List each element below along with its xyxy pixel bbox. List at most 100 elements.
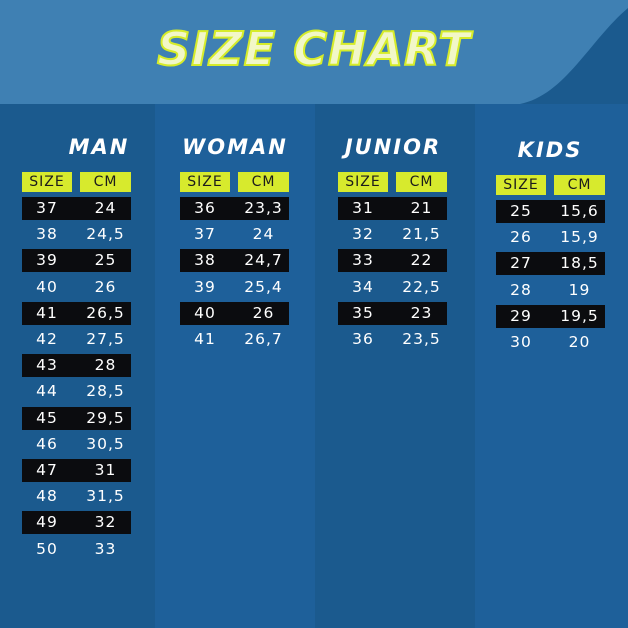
size-row: 44 28,5: [22, 380, 131, 403]
size-row: 45 29,5: [22, 406, 131, 430]
header-band: [0, 0, 628, 104]
size-header-badge: SIZE: [338, 172, 388, 192]
size-value: 41: [36, 303, 58, 322]
cm-value: 22: [410, 251, 433, 270]
size-value: 36: [194, 199, 216, 217]
size-row: 41 26,7: [180, 328, 289, 351]
size-row: 35 23: [338, 301, 447, 325]
cm-value: 26: [252, 303, 275, 322]
cm-value: 25,4: [244, 277, 283, 296]
size-row: 41 26,5: [22, 301, 131, 325]
size-row: 27 18,5: [496, 252, 605, 276]
size-row: 40 26: [180, 301, 289, 325]
size-row: 49 32: [22, 511, 131, 535]
column-title-woman: WOMAN: [182, 135, 288, 159]
size-row: 46 30,5: [22, 433, 131, 456]
size-row: 42 27,5: [22, 328, 131, 351]
cm-value: 31,5: [86, 487, 125, 506]
size-value: 29: [510, 306, 532, 325]
size-value: 44: [36, 382, 58, 401]
size-row: 34 22,5: [338, 276, 447, 299]
cm-value: 31: [94, 461, 117, 479]
size-row: 38 24,5: [22, 223, 131, 246]
size-row: 37 24: [180, 223, 289, 246]
cm-value: 24: [94, 199, 117, 217]
size-value: 45: [36, 408, 58, 427]
size-value: 47: [36, 461, 58, 479]
size-value: 30: [510, 333, 532, 351]
cm-value: 19,5: [560, 306, 599, 325]
cm-value: 23: [410, 303, 433, 322]
size-value: 32: [352, 225, 374, 244]
size-row: 39 25,4: [180, 276, 289, 299]
cm-header-badge: CM: [396, 172, 447, 192]
cm-value: 23,5: [402, 330, 441, 348]
size-value: 38: [194, 251, 216, 270]
size-value: 26: [510, 228, 532, 247]
size-row: 25 15,6: [496, 200, 605, 223]
size-row: 30 20: [496, 331, 605, 354]
size-value: 42: [36, 330, 58, 348]
size-row: 36 23,5: [338, 328, 447, 351]
size-value: 40: [36, 277, 58, 296]
size-row: 37 24: [22, 197, 131, 220]
cm-value: 29,5: [86, 408, 125, 427]
size-row: 32 21,5: [338, 223, 447, 246]
cm-value: 22,5: [402, 277, 441, 296]
cm-value: 28,5: [86, 382, 125, 401]
cm-value: 33: [94, 539, 117, 558]
cm-value: 19: [568, 280, 591, 299]
size-value: 38: [36, 225, 58, 244]
size-value: 40: [194, 303, 216, 322]
size-value: 27: [510, 254, 532, 273]
size-value: 48: [36, 487, 58, 506]
size-row: 28 19: [496, 279, 605, 302]
size-header-badge: SIZE: [496, 175, 546, 195]
size-row: 40 26: [22, 276, 131, 299]
size-value: 33: [352, 251, 374, 270]
column-title-junior: JUNIOR: [344, 135, 442, 159]
size-row: 29 19,5: [496, 304, 605, 328]
size-value: 34: [352, 277, 374, 296]
size-value: 31: [352, 199, 374, 217]
column-title-kids: KIDS: [517, 138, 583, 162]
size-value: 41: [194, 330, 216, 348]
cm-value: 18,5: [560, 254, 599, 273]
cm-header-badge: CM: [238, 172, 289, 192]
size-value: 46: [36, 434, 58, 453]
cm-header-badge: CM: [80, 172, 131, 192]
cm-value: 20: [568, 333, 591, 351]
size-row: 50 33: [22, 538, 131, 561]
size-header-badge: SIZE: [22, 172, 72, 192]
cm-value: 26,5: [86, 303, 125, 322]
cm-value: 23,3: [244, 199, 283, 217]
size-value: 39: [194, 277, 216, 296]
page-title: SIZE CHART: [156, 21, 471, 77]
size-value: 49: [36, 513, 58, 532]
size-value: 25: [510, 202, 532, 220]
cm-value: 21,5: [402, 225, 441, 244]
cm-value: 25: [94, 251, 117, 270]
size-row: 38 24,7: [180, 249, 289, 273]
size-row: 47 31: [22, 459, 131, 482]
column-bg-woman: [155, 104, 315, 628]
size-row: 43 28: [22, 354, 131, 378]
size-row: 36 23,3: [180, 197, 289, 220]
size-row: 39 25: [22, 249, 131, 273]
size-value: 43: [36, 356, 58, 375]
cm-value: 24: [252, 225, 275, 244]
cm-value: 24,7: [244, 251, 283, 270]
cm-value: 21: [410, 199, 433, 217]
cm-value: 24,5: [86, 225, 125, 244]
size-row: 26 15,9: [496, 226, 605, 249]
cm-value: 30,5: [86, 434, 125, 453]
cm-value: 28: [94, 356, 117, 375]
size-value: 37: [36, 199, 58, 217]
size-value: 50: [36, 539, 58, 558]
size-value: 36: [352, 330, 374, 348]
cm-value: 26: [94, 277, 117, 296]
cm-value: 26,7: [244, 330, 283, 348]
size-header-badge: SIZE: [180, 172, 230, 192]
size-row: 33 22: [338, 249, 447, 273]
